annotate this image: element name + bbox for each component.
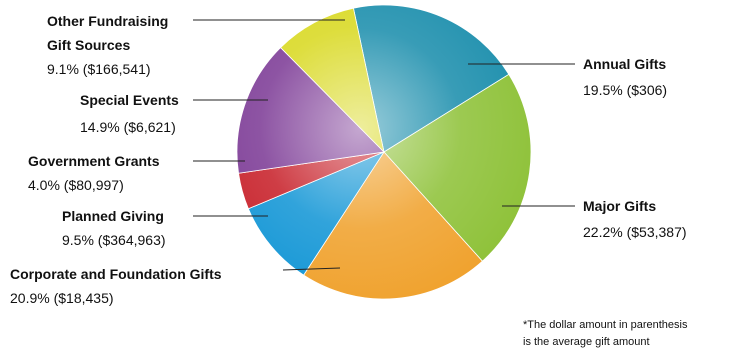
leader-line-corporate bbox=[282, 267, 341, 271]
pie-slices bbox=[236, 4, 532, 300]
label-other-name-line1: Other Fundraising bbox=[47, 13, 168, 29]
label-special-value: 14.9% ($6,621) bbox=[80, 119, 176, 135]
label-annual-value: 19.5% ($306) bbox=[583, 82, 667, 98]
label-annual-name: Annual Gifts bbox=[583, 56, 666, 72]
label-other-value: 9.1% ($166,541) bbox=[47, 61, 151, 77]
label-corporate-value: 20.9% ($18,435) bbox=[10, 290, 114, 306]
label-major-value: 22.2% ($53,387) bbox=[583, 224, 687, 240]
label-corporate-name: Corporate and Foundation Gifts bbox=[10, 266, 222, 282]
label-planned-name: Planned Giving bbox=[62, 208, 164, 224]
label-major-name: Major Gifts bbox=[583, 198, 656, 214]
footnote-line2: is the average gift amount bbox=[523, 336, 650, 348]
footnote-line1: *The dollar amount in parenthesis bbox=[523, 319, 688, 331]
label-other-name-line2: Gift Sources bbox=[47, 37, 130, 53]
label-planned-value: 9.5% ($364,963) bbox=[62, 232, 166, 248]
label-special-name: Special Events bbox=[80, 92, 179, 108]
label-government-value: 4.0% ($80,997) bbox=[28, 177, 124, 193]
label-government-name: Government Grants bbox=[28, 153, 160, 169]
